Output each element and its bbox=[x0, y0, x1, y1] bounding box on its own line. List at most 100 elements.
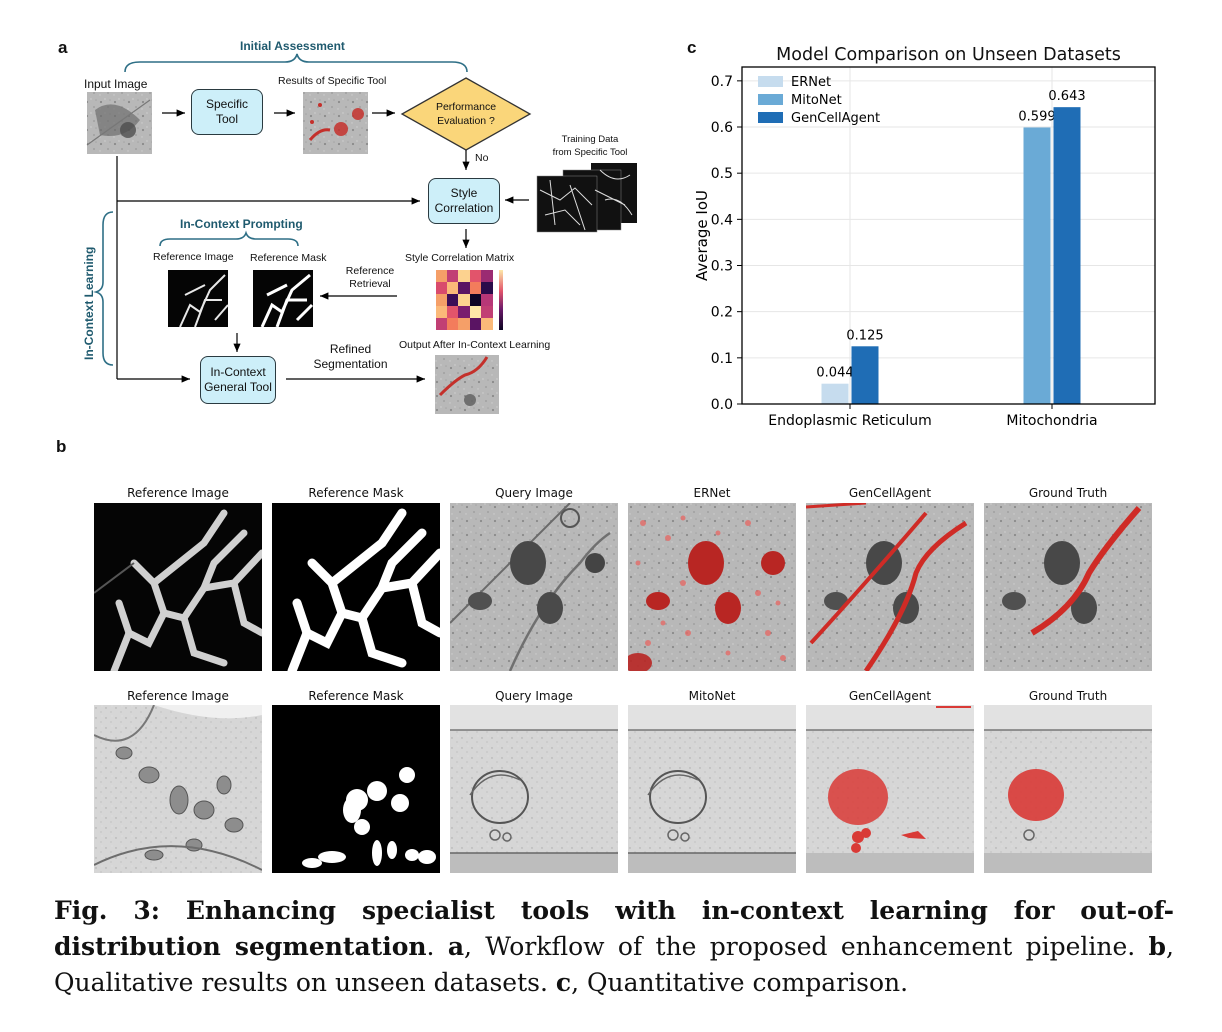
specific-tool-box: Specific Tool bbox=[191, 89, 263, 135]
bar-value-label: 0.599 bbox=[1018, 109, 1055, 124]
y-tick-label: 0.0 bbox=[711, 397, 733, 413]
bar-value-label: 0.044 bbox=[816, 366, 853, 381]
training-data-line2: from Specific Tool bbox=[552, 147, 628, 158]
reference-image-label: Reference Image bbox=[153, 251, 234, 263]
y-tick-label: 0.3 bbox=[711, 259, 733, 275]
bar-mitonet-1 bbox=[1023, 127, 1051, 404]
matrix-colorbar bbox=[499, 270, 503, 330]
specific-tool-line1: Specific bbox=[205, 97, 249, 111]
style-correlation-line2: Correlation bbox=[434, 201, 494, 215]
r1-reference-image bbox=[94, 503, 262, 671]
y-tick-label: 0.4 bbox=[711, 212, 733, 228]
input-image-label: Input Image bbox=[84, 77, 148, 91]
r1-title-gencellagent: GenCellAgent bbox=[848, 486, 932, 500]
r2-reference-image bbox=[94, 705, 262, 873]
performance-label: Performance Evaluation ? bbox=[425, 100, 507, 128]
output-label: Output After In-Context Learning bbox=[399, 339, 551, 351]
reference-mask-label: Reference Mask bbox=[250, 252, 327, 264]
y-tick-label: 0.6 bbox=[711, 120, 733, 136]
r2-ground-truth bbox=[984, 705, 1152, 873]
in-context-learning-label: In-Context Learning bbox=[82, 246, 96, 360]
reference-retrieval-line1: Reference bbox=[345, 265, 395, 277]
style-correlation-box: Style Correlation bbox=[428, 178, 500, 224]
y-tick-label: 0.7 bbox=[711, 74, 733, 90]
r1-title-ernet: ERNet bbox=[693, 486, 731, 500]
r1-ground-truth bbox=[984, 503, 1152, 671]
general-tool-box: In-Context General Tool bbox=[200, 356, 276, 404]
caption-b-label: b bbox=[1148, 932, 1167, 961]
in-context-learning-brace bbox=[93, 211, 114, 366]
in-context-prompting-brace bbox=[159, 230, 299, 247]
refined-segmentation-label: Refined Segmentation bbox=[308, 342, 393, 372]
legend-swatch-mitonet bbox=[758, 94, 783, 105]
general-tool-line2: General Tool bbox=[204, 380, 272, 394]
r2-title-gencellagent: GenCellAgent bbox=[848, 689, 932, 703]
no-label: No bbox=[475, 152, 489, 164]
r2-reference-mask bbox=[272, 705, 440, 873]
caption-c-text: , Quantitative comparison. bbox=[571, 968, 909, 997]
general-tool-line1: In-Context bbox=[210, 365, 266, 379]
figure-caption: Fig. 3: Enhancing specialist tools with … bbox=[54, 896, 1174, 997]
bar-gencellagent-0 bbox=[851, 346, 879, 404]
training-data-thumb bbox=[536, 175, 598, 233]
style-correlation-matrix bbox=[436, 270, 493, 330]
reference-retrieval-label: Reference Retrieval bbox=[330, 265, 410, 291]
in-context-prompting-label: In-Context Prompting bbox=[180, 217, 303, 231]
refined-line1: Refined bbox=[329, 342, 372, 356]
results-thumb bbox=[303, 92, 368, 154]
r1-reference-mask bbox=[272, 503, 440, 671]
y-tick-label: 0.5 bbox=[711, 166, 733, 182]
initial-assessment-brace bbox=[124, 53, 468, 73]
panel-a-label: a bbox=[58, 38, 68, 57]
panel-c-label: c bbox=[687, 38, 697, 57]
caption-a-text: , Workflow of the proposed enhancement p… bbox=[464, 932, 1149, 961]
r1-title-query: Query Image bbox=[495, 486, 573, 500]
workflow-diagram bbox=[86, 53, 637, 414]
bar-value-label: 0.125 bbox=[846, 328, 883, 343]
caption-title: Enhancing specialist tools with in-conte… bbox=[54, 896, 1174, 961]
results-label: Results of Specific Tool bbox=[278, 75, 387, 87]
r2-title-mitonet: MitoNet bbox=[688, 689, 736, 703]
style-correlation-line1: Style bbox=[450, 186, 478, 200]
refined-line2: Segmentation bbox=[313, 357, 388, 371]
chart-title: Model Comparison on Unseen Datasets bbox=[776, 45, 1121, 65]
bar-value-label: 0.643 bbox=[1048, 89, 1085, 104]
r2-title-query: Query Image bbox=[495, 689, 573, 703]
caption-c-label: c bbox=[555, 968, 572, 997]
x-tick-label: Endoplasmic Reticulum bbox=[768, 413, 932, 429]
r1-ernet-result bbox=[628, 503, 796, 671]
plot-frame bbox=[741, 66, 1156, 405]
r2-query-image bbox=[450, 705, 618, 873]
bar-ernet-0 bbox=[821, 383, 849, 404]
bar-gencellagent-1 bbox=[1053, 107, 1081, 404]
legend-label-gencellagent: GenCellAgent bbox=[791, 111, 880, 126]
y-tick-label: 0.2 bbox=[711, 305, 733, 321]
specific-tool-line2: Tool bbox=[215, 112, 238, 126]
training-data-line1: Training Data bbox=[561, 134, 619, 145]
r2-gencellagent-result bbox=[806, 705, 974, 873]
performance-line1: Performance bbox=[435, 101, 497, 113]
r2-title-ref-image: Reference Image bbox=[127, 689, 229, 703]
y-axis-label: Average IoU bbox=[693, 190, 711, 281]
x-tick-label: Mitochondria bbox=[1006, 413, 1097, 429]
initial-assessment-label: Initial Assessment bbox=[240, 39, 345, 53]
reference-retrieval-line2: Retrieval bbox=[349, 278, 391, 290]
r1-title-ref-mask: Reference Mask bbox=[308, 486, 404, 500]
r2-mitonet-result bbox=[628, 705, 796, 873]
legend-label-mitonet: MitoNet bbox=[791, 93, 842, 108]
performance-line2: Evaluation ? bbox=[437, 115, 495, 127]
style-matrix-label: Style Correlation Matrix bbox=[405, 252, 515, 264]
r1-query-image bbox=[450, 503, 618, 671]
r1-gencellagent-result bbox=[806, 503, 974, 671]
training-data-label: Training Data from Specific Tool bbox=[540, 133, 640, 159]
caption-b-text: , Qualitative results on unseen datasets… bbox=[54, 932, 1174, 997]
iou-bar-chart: Model Comparison on Unseen Datasets 0.0 0.… bbox=[693, 45, 1156, 429]
r2-title-ref-mask: Reference Mask bbox=[308, 689, 404, 703]
r1-title-ground-truth: Ground Truth bbox=[1028, 486, 1108, 500]
legend-label-ernet: ERNet bbox=[791, 75, 831, 90]
panel-b-label: b bbox=[56, 437, 67, 456]
legend-swatch-gencellagent bbox=[758, 112, 783, 123]
caption-a-label: a bbox=[447, 932, 465, 961]
y-tick-label: 0.1 bbox=[711, 351, 733, 367]
r1-title-ref-image: Reference Image bbox=[127, 486, 229, 500]
